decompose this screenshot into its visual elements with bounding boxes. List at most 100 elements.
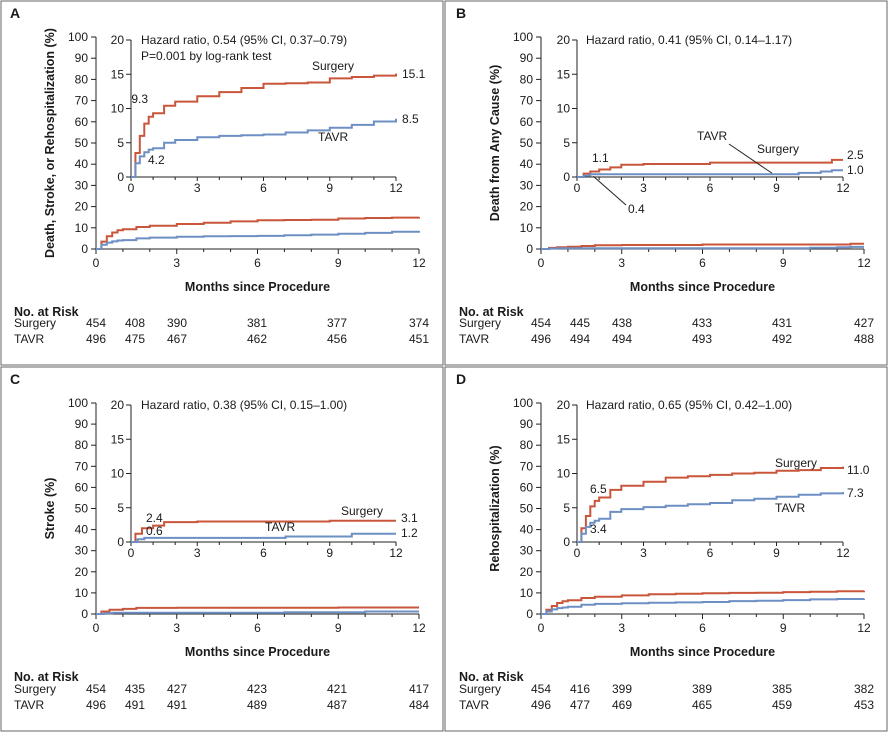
surgery-12-month-value: 11.0 bbox=[847, 463, 870, 477]
surgery-curve-label: Surgery bbox=[341, 504, 383, 518]
x-tick-label: 0 bbox=[538, 256, 545, 270]
main-series-tavr bbox=[96, 610, 419, 615]
risk-cell: 451 bbox=[409, 332, 429, 346]
x-tick-label: 12 bbox=[412, 256, 426, 270]
x-tick-label: 9 bbox=[780, 621, 787, 635]
y-tick-label: 90 bbox=[75, 51, 89, 65]
inset-x-tick-label: 0 bbox=[128, 546, 135, 560]
tavr-12-month-value: 1.2 bbox=[401, 526, 418, 540]
risk-cell: 462 bbox=[247, 332, 267, 346]
inset-x-tick-label: 9 bbox=[326, 546, 333, 560]
tavr-12-month-value: 8.5 bbox=[402, 112, 419, 126]
risk-cell: 477 bbox=[570, 698, 590, 712]
inset-y-tick-label: 0 bbox=[117, 170, 124, 184]
inset-x-tick-label: 0 bbox=[574, 181, 581, 195]
panel-letter: D bbox=[456, 371, 466, 387]
inset-series-tavr bbox=[577, 169, 843, 178]
tavr-1-month-value: 0.6 bbox=[146, 524, 163, 538]
y-axis-label: Stroke (%) bbox=[43, 478, 57, 540]
y-tick-label: 90 bbox=[75, 417, 89, 431]
main-series-tavr bbox=[96, 230, 420, 250]
inset-series-tavr bbox=[577, 492, 844, 543]
y-tick-label: 60 bbox=[75, 480, 89, 494]
y-tick-label: 40 bbox=[75, 157, 89, 171]
y-tick-label: 40 bbox=[520, 523, 534, 537]
tavr-1-month-value: 3.4 bbox=[590, 522, 607, 536]
x-tick-label: 12 bbox=[857, 621, 871, 635]
surgery-12-month-value: 15.1 bbox=[402, 67, 426, 81]
tavr-12-month-value: 1.0 bbox=[847, 163, 864, 177]
tavr-leader-line bbox=[728, 143, 773, 174]
inset-y-tick-label: 10 bbox=[111, 102, 125, 116]
y-tick-label: 80 bbox=[75, 72, 89, 86]
risk-cell: 389 bbox=[692, 682, 712, 696]
inset-y-tick-label: 15 bbox=[557, 432, 571, 446]
surgery-1-month-value: 2.4 bbox=[146, 511, 163, 525]
x-tick-label: 6 bbox=[254, 621, 261, 635]
y-tick-label: 50 bbox=[75, 136, 89, 150]
risk-cell: 431 bbox=[772, 316, 792, 330]
inset-x-tick-label: 9 bbox=[773, 181, 780, 195]
y-tick-label: 0 bbox=[526, 607, 533, 621]
risk-cell: 454 bbox=[531, 682, 551, 696]
y-tick-label: 60 bbox=[520, 480, 534, 494]
risk-cell: 454 bbox=[86, 316, 106, 330]
x-tick-label: 3 bbox=[618, 256, 625, 270]
inset-x-tick-label: 3 bbox=[194, 181, 201, 195]
risk-row-label: Surgery bbox=[459, 682, 501, 696]
inset-series-surgery bbox=[131, 73, 397, 178]
risk-cell: 435 bbox=[125, 682, 145, 696]
y-tick-label: 100 bbox=[513, 396, 533, 410]
x-axis-label: Months since Procedure bbox=[185, 645, 330, 659]
y-tick-label: 80 bbox=[75, 438, 89, 452]
risk-cell: 421 bbox=[327, 682, 347, 696]
panel-letter: B bbox=[456, 5, 466, 21]
surgery-1-month-value: 6.5 bbox=[590, 482, 607, 496]
y-tick-label: 70 bbox=[75, 459, 89, 473]
risk-cell: 488 bbox=[854, 332, 874, 346]
inset-x-tick-label: 12 bbox=[389, 546, 403, 560]
inset-x-tick-label: 12 bbox=[389, 181, 403, 195]
y-tick-label: 50 bbox=[520, 502, 534, 516]
risk-cell: 469 bbox=[612, 698, 632, 712]
y-tick-label: 50 bbox=[75, 502, 89, 516]
risk-cell: 408 bbox=[125, 316, 145, 330]
risk-row-label: TAVR bbox=[14, 698, 45, 712]
risk-cell: 377 bbox=[327, 316, 347, 330]
y-tick-label: 40 bbox=[75, 523, 89, 537]
x-axis-label: Months since Procedure bbox=[630, 645, 775, 659]
inset-y-tick-label: 5 bbox=[563, 501, 570, 515]
y-tick-label: 30 bbox=[520, 544, 534, 558]
risk-cell: 459 bbox=[772, 698, 792, 712]
inset-series-tavr bbox=[131, 532, 396, 543]
tavr-curve-label: TAVR bbox=[697, 129, 728, 143]
y-tick-label: 0 bbox=[526, 242, 533, 256]
risk-cell: 433 bbox=[692, 316, 712, 330]
tavr-curve-label: TAVR bbox=[318, 130, 349, 144]
x-axis-label: Months since Procedure bbox=[185, 280, 330, 294]
p-value-label: P=0.001 by log-rank test bbox=[141, 49, 272, 63]
panel-letter: A bbox=[10, 5, 20, 21]
risk-cell: 465 bbox=[692, 698, 712, 712]
x-axis-label: Months since Procedure bbox=[630, 280, 775, 294]
panel-border bbox=[0, 366, 444, 732]
risk-cell: 390 bbox=[167, 316, 187, 330]
risk-cell: 374 bbox=[409, 316, 429, 330]
x-tick-label: 3 bbox=[173, 256, 180, 270]
surgery-curve-label: Surgery bbox=[312, 59, 354, 73]
y-tick-label: 100 bbox=[513, 30, 533, 44]
y-tick-label: 10 bbox=[520, 586, 534, 600]
tavr-12-month-value: 7.3 bbox=[847, 486, 864, 500]
hazard-ratio-label: Hazard ratio, 0.65 (95% CI, 0.42–1.00) bbox=[586, 398, 792, 412]
y-tick-label: 60 bbox=[75, 115, 89, 129]
risk-cell: 496 bbox=[531, 332, 551, 346]
inset-x-tick-label: 3 bbox=[194, 546, 201, 560]
inset-y-tick-label: 0 bbox=[117, 535, 124, 549]
risk-cell: 417 bbox=[409, 682, 429, 696]
y-tick-label: 20 bbox=[520, 200, 534, 214]
